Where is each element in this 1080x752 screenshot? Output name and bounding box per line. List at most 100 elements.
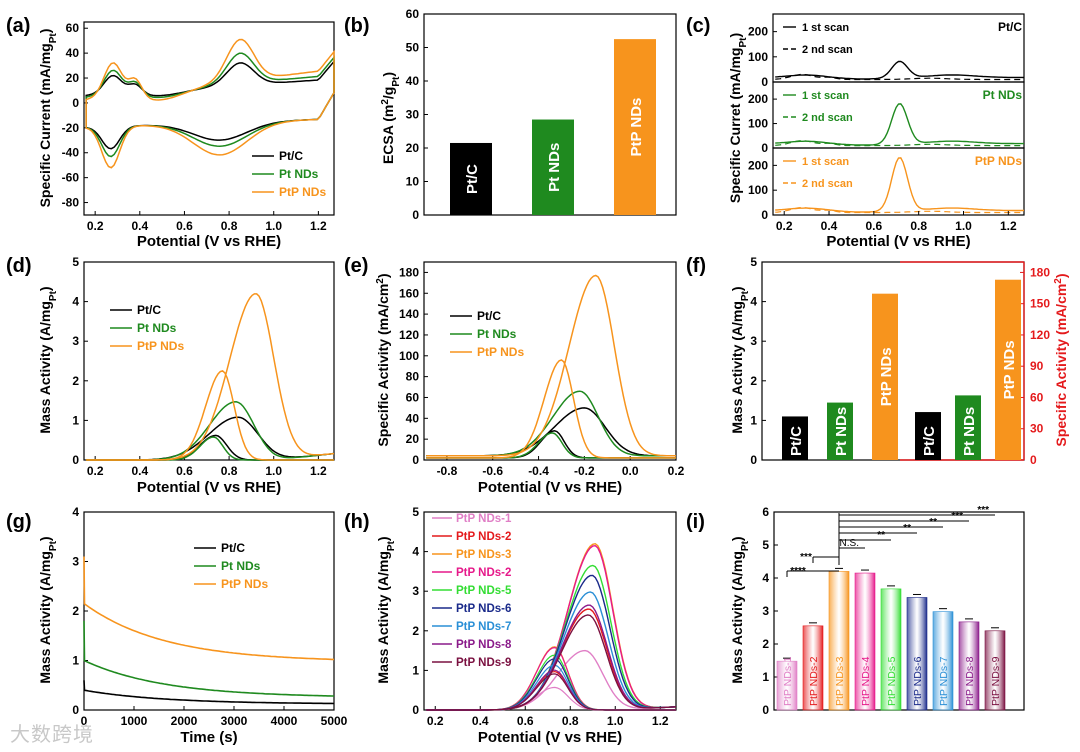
x-tick-label: 4000 — [271, 714, 298, 728]
plot-frame — [83, 261, 335, 461]
y-tick-label: 40 — [406, 411, 420, 425]
legend-label: 2 nd scan — [802, 44, 853, 56]
bar — [906, 597, 928, 711]
y-tick-label: 60 — [406, 7, 420, 21]
x-tick-label: 5000 — [321, 714, 348, 728]
y-tick-label: 200 — [748, 25, 768, 39]
y-tick-label: 120 — [399, 328, 419, 342]
bar-label: Pt/C — [788, 426, 805, 456]
subplot-title: Pt NDs — [983, 88, 1023, 102]
x-tick-label: 1000 — [121, 714, 148, 728]
y-tick-label: 0 — [412, 703, 419, 717]
x-tick-label: 0.6 — [517, 714, 534, 728]
series-line — [83, 620, 334, 697]
legend-label: Pt/C — [279, 149, 303, 163]
y-tick-label: 3 — [72, 555, 79, 569]
bar — [984, 630, 1006, 711]
y-tick-label: 140 — [399, 307, 419, 321]
y-tick-label: -40 — [62, 146, 80, 160]
y-tick-label: 5 — [750, 255, 757, 269]
series-line — [85, 38, 335, 169]
y-tick-label: 30 — [406, 108, 420, 122]
y-tick-label: 2 — [72, 374, 79, 388]
sig-label: **** — [790, 566, 806, 577]
bar-label: Pt/C — [464, 164, 481, 194]
y-tick-label: 4 — [412, 545, 419, 559]
y-tick-label: 1 — [750, 413, 757, 427]
series-line — [426, 359, 676, 459]
watermark: 大数跨境 — [10, 722, 94, 746]
x-tick-label: 0.2 — [427, 714, 444, 728]
sig-label: *** — [951, 511, 963, 522]
y-axis-label: Specific Activity (mA/cm2) — [375, 273, 392, 446]
y-tick-label: 1 — [762, 670, 769, 684]
y-tick-label: 3 — [72, 334, 79, 348]
y-tick-label: 120 — [1030, 328, 1050, 342]
x-tick-label: 3000 — [221, 714, 248, 728]
y-axis-label: Mass Activity (A/mgPt) — [729, 536, 751, 683]
series-line — [86, 293, 335, 461]
x-tick-label: 0.2 — [87, 464, 104, 478]
series-line-dashed — [775, 73, 1024, 81]
sig-label: *** — [800, 552, 812, 563]
sig-label: ** — [903, 523, 911, 534]
bar-label: PtP NDs-3 — [834, 656, 846, 706]
bar-label: PtP NDs — [1001, 340, 1018, 399]
y-tick-label: 200 — [748, 92, 768, 106]
x-tick-label: 1.2 — [652, 714, 669, 728]
series-line — [426, 673, 676, 711]
bar-label: PtP NDs — [628, 98, 645, 157]
x-tick-label: 0.6 — [176, 464, 193, 478]
series-line — [775, 103, 1024, 146]
subplot-frame — [772, 147, 1025, 216]
x-axis-label: Potential (V vs RHE) — [478, 479, 622, 496]
y-axis-label: Mass Activity (A/mgPt) — [37, 286, 59, 433]
legend-label: PtP NDs-7 — [456, 621, 511, 633]
y-tick-label: 100 — [748, 117, 768, 131]
x-tick-label: 0.4 — [131, 219, 148, 233]
y-tick-label: -20 — [62, 121, 80, 135]
y-tick-label: 20 — [66, 71, 80, 85]
y-tick-label: 90 — [1030, 359, 1044, 373]
y-tick-label: 4 — [72, 295, 79, 309]
bar — [854, 572, 876, 711]
legend-label: PtP NDs-2 — [456, 567, 511, 579]
x-tick-label: -0.2 — [574, 464, 595, 478]
y-tick-label: 5 — [72, 255, 79, 269]
y-tick-label: 60 — [66, 21, 80, 35]
y-tick-label: 0 — [761, 75, 768, 89]
bar-label: PtP NDs-7 — [938, 656, 950, 706]
y-tick-label: 1 — [72, 654, 79, 668]
x-axis-label: Potential (V vs RHE) — [826, 233, 970, 250]
legend-label: Pt NDs — [221, 559, 261, 573]
legend-label: PtP NDs — [477, 345, 524, 359]
x-tick-label: 0.4 — [821, 219, 838, 233]
y-tick-label: 1 — [412, 663, 419, 677]
bar-label: Pt NDs — [546, 143, 563, 192]
legend-label: Pt/C — [137, 303, 161, 317]
legend-label: PtP NDs-1 — [456, 513, 512, 525]
x-tick-label: 0.2 — [87, 219, 104, 233]
y-tick-label: -60 — [62, 171, 80, 185]
y-tick-label: 0 — [72, 96, 79, 110]
series-line — [86, 401, 335, 461]
y-axis-label: Specific Curret (mA/mgPt) — [727, 33, 749, 203]
x-tick-label: 1.0 — [607, 714, 624, 728]
y-tick-label: 4 — [750, 295, 757, 309]
bar — [955, 395, 981, 460]
y-tick-label: 6 — [762, 505, 769, 519]
legend-label: Pt NDs — [137, 321, 177, 335]
legend-label: 1 st scan — [802, 22, 849, 34]
x-tick-label: 1.0 — [265, 219, 282, 233]
bar — [802, 625, 824, 711]
x-tick-label: -0.6 — [482, 464, 503, 478]
bar-label: Pt NDs — [833, 407, 850, 456]
legend-label: PtP NDs — [137, 339, 184, 353]
legend-label: PtP NDs-2 — [456, 531, 511, 543]
bar — [995, 279, 1021, 460]
bar-label: PtP NDs-2 — [808, 656, 820, 706]
panel-label: (i) — [686, 511, 705, 533]
bar — [932, 611, 954, 711]
bar-label: PtP NDs-8 — [964, 656, 976, 706]
